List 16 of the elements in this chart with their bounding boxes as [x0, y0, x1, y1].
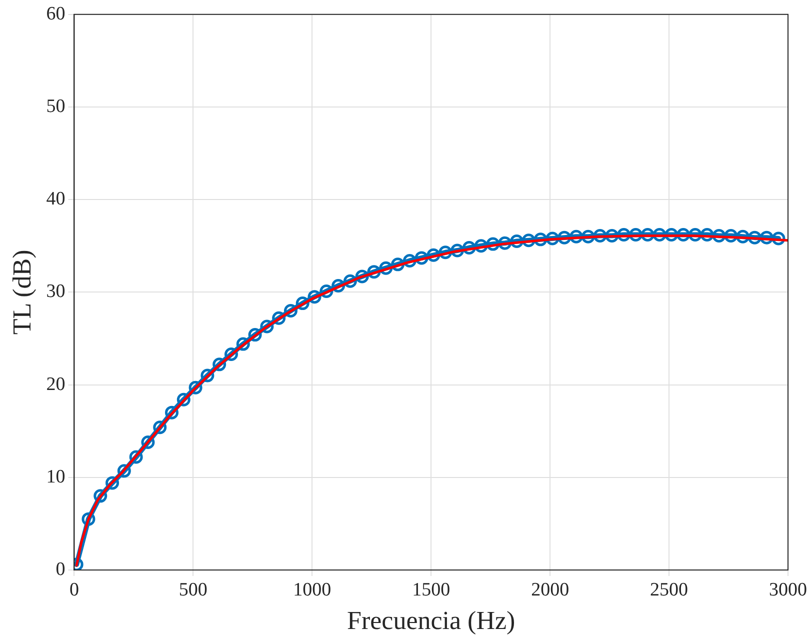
y-tick-label: 60 — [46, 3, 66, 24]
y-axis-title: TL (dB) — [7, 250, 36, 335]
x-tick-label: 2500 — [650, 579, 688, 600]
x-axis-title: Frecuencia (Hz) — [347, 606, 516, 636]
y-tick-label: 40 — [46, 188, 66, 210]
y-tick-label: 30 — [46, 281, 66, 302]
x-tick-label: 3000 — [769, 579, 807, 600]
y-tick-label: 20 — [46, 374, 66, 395]
x-tick-label: 1000 — [293, 579, 332, 600]
x-tick-label: 500 — [178, 579, 208, 600]
x-tick-label: 2000 — [531, 579, 570, 600]
y-tick-label: 0 — [56, 558, 66, 580]
x-tick-label: 1500 — [412, 579, 450, 600]
x-tick-label: 0 — [69, 579, 79, 600]
y-tick-label: 10 — [46, 466, 66, 488]
y-tick-label: 50 — [46, 96, 66, 117]
